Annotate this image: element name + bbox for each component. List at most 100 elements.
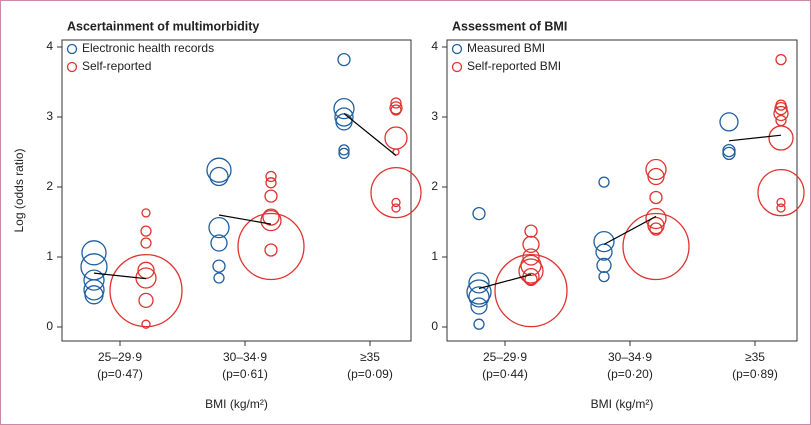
- bubble: [470, 297, 488, 315]
- bubble: [140, 237, 152, 249]
- plot-box: [61, 39, 412, 342]
- bubble: [776, 203, 786, 213]
- x-tick-label: 30–34·9: [223, 350, 267, 364]
- bubble: [109, 253, 183, 328]
- bubble: [389, 101, 403, 115]
- legend-marker: [66, 43, 78, 55]
- panel-title: Assessment of BMI: [452, 19, 567, 33]
- bubble: [522, 248, 540, 266]
- bubble: [596, 257, 612, 274]
- p-value-label: (p=0·20): [607, 367, 653, 381]
- bubble: [338, 147, 350, 160]
- legend-marker: [451, 61, 463, 73]
- y-axis-label: Log (odds ratio): [12, 148, 26, 232]
- bubble: [645, 158, 667, 181]
- pooled-line: [603, 215, 657, 245]
- bubble: [370, 166, 422, 219]
- bubble: [468, 286, 490, 308]
- bubble: [722, 146, 736, 161]
- y-tick-label: 1: [46, 249, 53, 263]
- p-value-label: (p=0·44): [482, 367, 528, 381]
- bubble: [645, 207, 667, 230]
- bubble: [390, 97, 402, 109]
- y-tick-label: 4: [431, 39, 438, 53]
- pooled-line: [343, 113, 397, 156]
- bubble: [140, 225, 152, 237]
- y-tick-label: 4: [46, 39, 53, 53]
- bubble: [208, 216, 230, 239]
- bubble: [213, 272, 225, 284]
- y-tick-label: 2: [46, 179, 53, 193]
- bubble: [622, 212, 690, 281]
- x-tick-label: 25–29·9: [483, 350, 527, 364]
- bubble: [81, 240, 107, 266]
- bubble: [334, 107, 354, 127]
- legend-label: Measured BMI: [467, 41, 545, 55]
- bubble: [335, 113, 353, 131]
- x-tick-label: ≥35: [745, 350, 765, 364]
- bubble: [84, 285, 104, 305]
- bubble: [206, 157, 232, 183]
- y-tick-label: 2: [431, 179, 438, 193]
- bubble: [774, 101, 788, 116]
- x-tick-label: 30–34·9: [608, 350, 652, 364]
- bubble: [468, 272, 490, 294]
- bubble: [775, 99, 787, 111]
- bubble: [775, 53, 787, 66]
- bubble: [593, 230, 615, 253]
- bubble: [265, 177, 277, 189]
- x-axis-label: BMI (kg/m²): [591, 397, 654, 411]
- panel-title: Ascertainment of multimorbidity: [67, 19, 259, 33]
- legend-label: Self-reported: [82, 59, 151, 73]
- bubble: [522, 235, 540, 254]
- bubble: [768, 125, 794, 151]
- legend-marker: [451, 43, 463, 55]
- bubble: [390, 104, 402, 116]
- pooled-line: [478, 273, 532, 290]
- x-tick-label: 25–29·9: [98, 350, 142, 364]
- bubble: [237, 212, 305, 281]
- bubble: [647, 216, 665, 235]
- bubble: [138, 292, 154, 309]
- bubble: [264, 243, 278, 257]
- y-tick-label: 3: [46, 109, 53, 123]
- y-tick-label: 1: [431, 249, 438, 263]
- bubble: [209, 166, 229, 187]
- bubble: [494, 253, 568, 328]
- bubble: [141, 319, 151, 329]
- bubble: [647, 167, 665, 186]
- bubble: [757, 168, 805, 217]
- bubble: [649, 190, 663, 205]
- bubble: [719, 112, 739, 132]
- bubble: [141, 208, 151, 218]
- legend-label: Self-reported BMI: [467, 59, 561, 73]
- bubble: [265, 170, 277, 183]
- bubble: [384, 126, 408, 150]
- y-tick-label: 0: [46, 319, 53, 333]
- bubble: [518, 258, 544, 284]
- bubble: [337, 52, 351, 67]
- bubble: [391, 203, 401, 213]
- p-value-label: (p=0·47): [97, 367, 143, 381]
- pooled-line: [218, 214, 272, 225]
- y-tick-label: 0: [431, 319, 438, 333]
- bubble: [598, 176, 610, 188]
- bubble: [524, 224, 538, 238]
- bubble: [773, 105, 789, 122]
- bubble: [338, 144, 350, 156]
- x-axis-label: BMI (kg/m²): [205, 397, 268, 411]
- legend-marker: [66, 61, 78, 73]
- bubble: [212, 259, 226, 273]
- legend-label: Electronic health records: [82, 41, 214, 55]
- bubble: [598, 270, 610, 283]
- bubble: [83, 269, 105, 291]
- bubble: [473, 318, 485, 330]
- bubble: [466, 279, 492, 305]
- bubble: [83, 279, 105, 301]
- bubble: [472, 206, 486, 221]
- bubble: [210, 234, 228, 252]
- bubble: [333, 97, 355, 120]
- p-value-label: (p=0·61): [222, 367, 268, 381]
- pooled-line: [93, 272, 147, 280]
